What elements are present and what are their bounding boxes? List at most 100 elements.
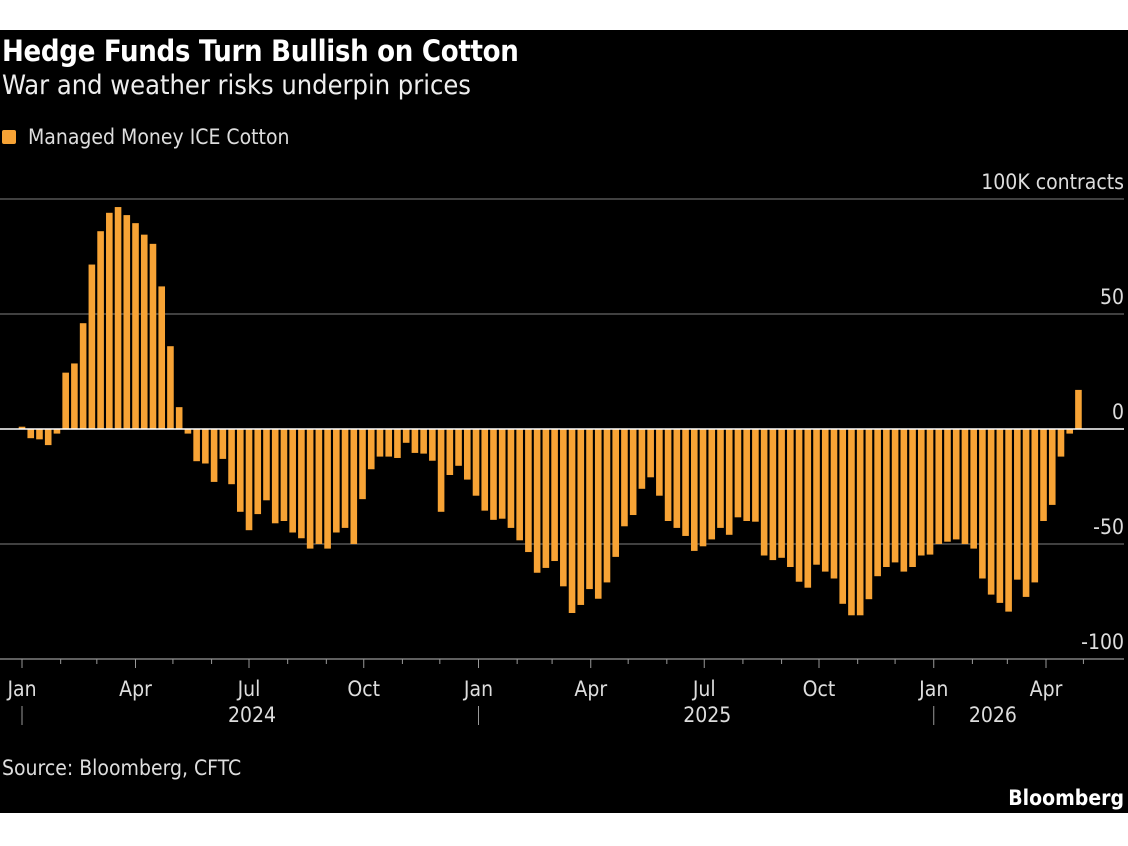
bar <box>778 429 785 558</box>
x-year-label: 2024 <box>228 703 276 727</box>
x-tick-label: Jan <box>6 677 36 701</box>
bar <box>62 372 69 429</box>
bar <box>254 429 262 515</box>
bar <box>1022 429 1030 597</box>
bar <box>490 429 497 520</box>
bar <box>411 429 419 453</box>
bar <box>132 223 139 429</box>
bar <box>979 429 986 579</box>
bar <box>647 429 654 478</box>
y-tick-label: 50 <box>1100 285 1124 309</box>
bar <box>996 429 1004 603</box>
y-tick-label: 100K contracts <box>981 170 1124 194</box>
bar <box>542 429 550 568</box>
bar <box>638 429 646 489</box>
bar <box>1014 429 1021 580</box>
bar <box>210 429 218 482</box>
bar <box>900 429 908 572</box>
bar <box>158 286 166 429</box>
bar <box>385 429 393 457</box>
bar <box>961 429 969 544</box>
bar <box>367 429 375 470</box>
bar <box>44 429 52 446</box>
bar <box>952 429 960 540</box>
bar <box>306 429 314 549</box>
bar <box>1075 389 1082 429</box>
bar <box>935 429 943 544</box>
bar <box>71 363 78 429</box>
bar <box>917 429 925 556</box>
bar <box>830 429 838 579</box>
bar <box>298 429 305 539</box>
x-tick-label: Oct <box>347 677 380 701</box>
bar-chart: 100K contracts 50 0 -50 -100 Jan Apr Jul Oct Jan A… <box>0 170 1124 727</box>
bar <box>944 429 951 542</box>
x-tick-label: Jan <box>918 677 948 701</box>
bar <box>883 429 890 567</box>
bar <box>1031 429 1039 583</box>
y-tick-label: 0 <box>1112 400 1124 424</box>
bar <box>603 429 611 583</box>
bar <box>533 429 541 573</box>
bar <box>813 429 820 565</box>
bar <box>987 429 995 595</box>
bar <box>271 429 279 524</box>
bar <box>865 429 873 600</box>
bar <box>673 429 681 528</box>
bar <box>350 429 358 544</box>
bar <box>97 231 104 429</box>
bar <box>455 429 462 466</box>
bar <box>795 429 803 582</box>
bar <box>333 429 340 533</box>
bar <box>856 429 864 616</box>
bar <box>472 429 480 496</box>
bar <box>53 429 61 434</box>
bar <box>629 429 637 516</box>
bar <box>149 243 157 429</box>
bar <box>839 429 847 604</box>
bar <box>463 429 471 480</box>
bar <box>219 429 227 459</box>
x-tick-label: Apr <box>574 677 607 701</box>
legend-swatch <box>2 130 16 144</box>
bar <box>359 429 366 500</box>
y-tick-label: -50 <box>1093 515 1124 539</box>
bar <box>1005 429 1012 612</box>
chart-title: Hedge Funds Turn Bullish on Cotton <box>2 34 519 68</box>
bar <box>18 426 26 429</box>
bar <box>568 429 576 613</box>
bar <box>36 429 43 440</box>
bar <box>315 429 323 544</box>
bar <box>586 429 593 590</box>
bar <box>621 429 628 527</box>
bar <box>446 429 454 475</box>
bar <box>289 429 296 533</box>
bar <box>787 429 794 567</box>
bar <box>376 429 384 457</box>
bar <box>429 429 436 461</box>
x-tick-label: Jan <box>463 677 493 701</box>
bar <box>402 429 410 443</box>
bar <box>743 429 750 521</box>
bar <box>682 429 689 536</box>
bar <box>175 407 183 429</box>
bar <box>27 429 35 439</box>
x-tick-label: Apr <box>1030 677 1063 701</box>
x-year-label: 2025 <box>683 703 731 727</box>
bar <box>594 429 602 599</box>
bar <box>167 346 174 429</box>
bar <box>202 429 209 464</box>
y-tick-label: -100 <box>1081 630 1124 654</box>
x-tick-label: Apr <box>119 677 152 701</box>
bar <box>926 429 934 555</box>
bar <box>525 429 532 553</box>
bar <box>394 429 401 458</box>
bar <box>184 429 192 434</box>
bar <box>760 429 768 556</box>
bar <box>664 429 672 521</box>
bar <box>1057 429 1065 457</box>
bar <box>341 429 349 528</box>
x-tick-label: Jul <box>692 677 716 701</box>
bar <box>498 429 506 519</box>
bar <box>699 429 707 547</box>
